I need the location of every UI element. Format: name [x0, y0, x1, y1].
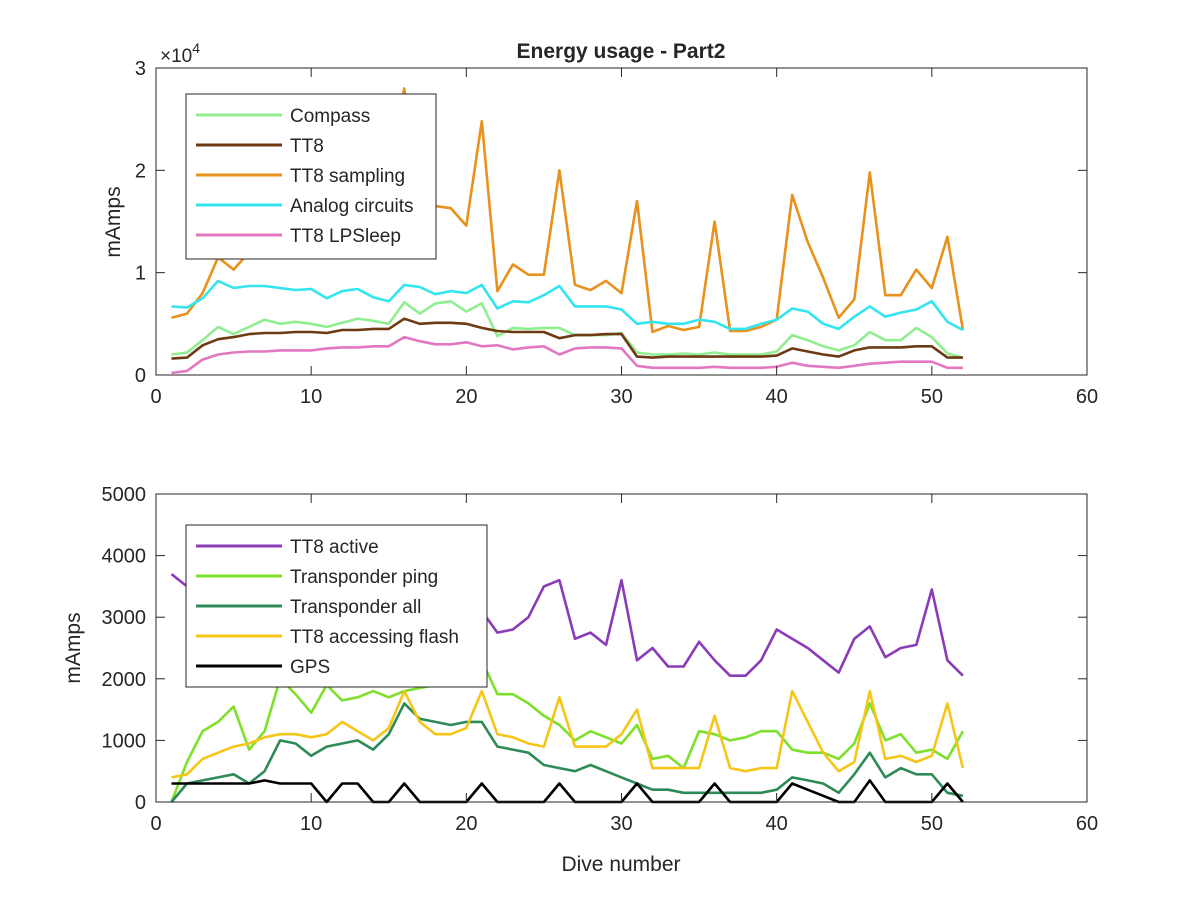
top-y-tick-label: 2 [135, 160, 146, 182]
bottom-y-tick-label: 0 [135, 792, 146, 814]
bottom-axes: mAmps Dive number 0 10 20 30 40 50 60 0 1000 2000… [62, 484, 1098, 876]
bottom-x-tick-label: 50 [921, 813, 943, 835]
top-legend-label: Analog circuits [290, 196, 414, 217]
top-axes: Energy usage - Part2 ×104 mAmps 0 10 20 30 4… [102, 40, 1098, 408]
top-x-tick-label: 10 [300, 386, 322, 408]
bottom-x-axis-label: Dive number [561, 853, 680, 876]
top-y-tick-label: 3 [135, 58, 146, 80]
bottom-legend-label: Transponder all [290, 597, 421, 618]
bottom-x-tick-label: 20 [455, 813, 477, 835]
top-exponent-label: ×104 [160, 40, 200, 67]
bottom-y-tick-label: 5000 [102, 484, 147, 506]
bottom-x-tick-label: 40 [766, 813, 788, 835]
top-x-tick-label: 60 [1076, 386, 1098, 408]
top-series-line-2 [171, 317, 963, 360]
top-x-tick-label: 30 [610, 386, 632, 408]
bottom-series-line-2 [170, 658, 965, 803]
top-legend-label: TT8 LPSleep [290, 226, 401, 247]
top-x-tick-label: 40 [766, 386, 788, 408]
bottom-y-axis-label: mAmps [62, 612, 85, 683]
top-y-tick-label: 0 [135, 365, 146, 387]
bottom-legend-label: TT8 active [290, 537, 379, 558]
bottom-legend-label: GPS [290, 657, 330, 678]
top-legend-label: Compass [290, 106, 370, 127]
top-x-tick-label: 50 [921, 386, 943, 408]
bottom-y-tick-label: 2000 [102, 669, 147, 691]
bottom-legend-label: TT8 accessing flash [290, 627, 459, 648]
top-y-tick-label: 1 [135, 263, 146, 285]
bottom-series-line-4 [171, 689, 965, 779]
bottom-series-line-5 [171, 779, 964, 804]
bottom-x-tick-label: 60 [1076, 813, 1098, 835]
bottom-x-tick-label: 30 [610, 813, 632, 835]
bottom-y-tick-label: 3000 [102, 607, 147, 629]
top-legend-label: TT8 sampling [290, 166, 405, 187]
top-legend-label: TT8 [290, 136, 324, 157]
top-series-line-1 [171, 299, 964, 359]
top-y-axis-label: mAmps [102, 186, 125, 257]
top-series-line-4 [171, 279, 964, 332]
bottom-series-line-3 [170, 702, 964, 803]
top-x-tick-label: 0 [150, 386, 161, 408]
top-x-tick-label: 20 [455, 386, 477, 408]
bottom-y-tick-label: 4000 [102, 546, 147, 568]
top-series-line-5 [171, 335, 963, 375]
bottom-x-tick-label: 0 [150, 813, 161, 835]
bottom-legend-label: Transponder ping [290, 567, 438, 588]
bottom-x-tick-label: 10 [300, 813, 322, 835]
top-chart-title: Energy usage - Part2 [517, 40, 726, 63]
bottom-y-tick-label: 1000 [102, 730, 147, 752]
